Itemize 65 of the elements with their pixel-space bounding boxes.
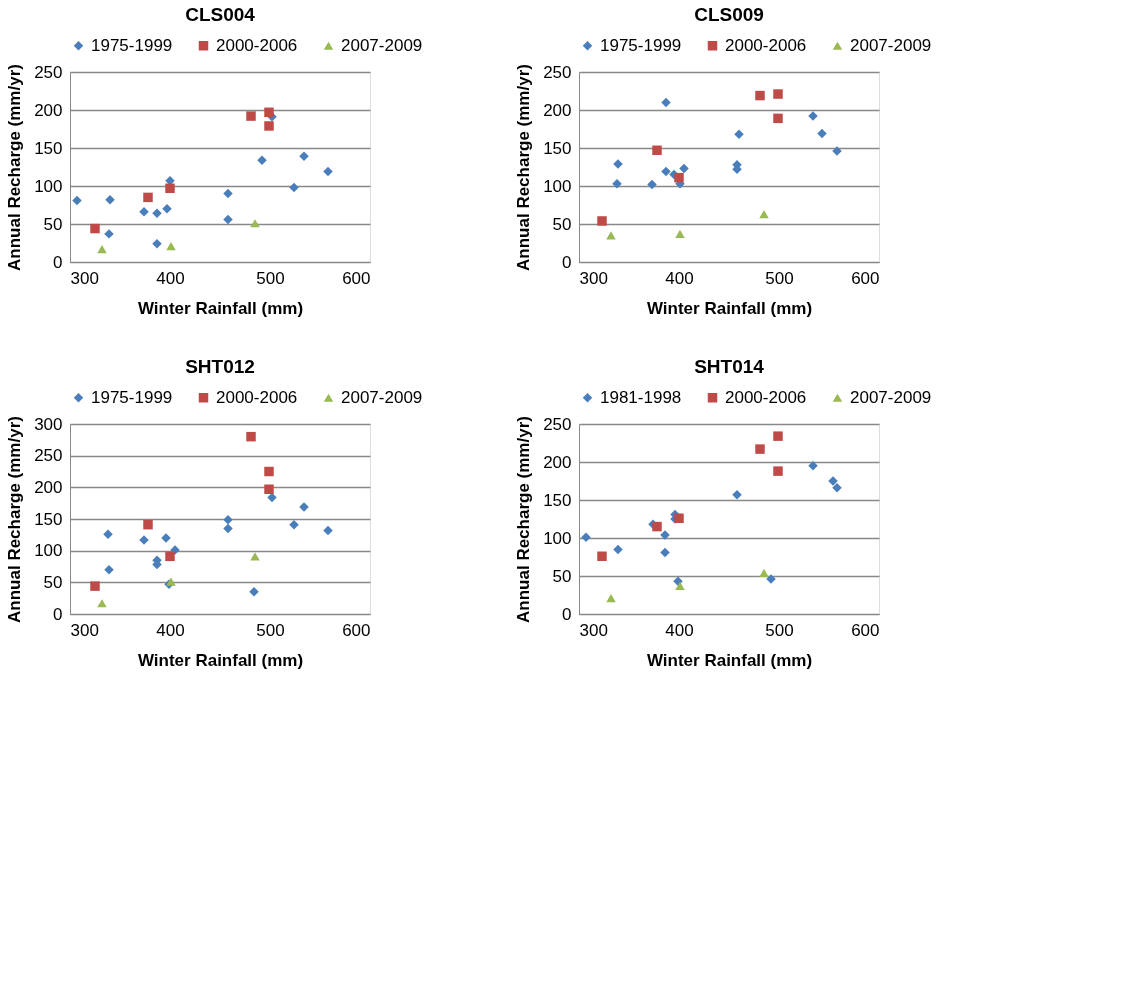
legend-label: 2007-2009 — [341, 35, 423, 55]
x-tick-label: 500 — [256, 620, 285, 640]
x-tick-label: 600 — [342, 268, 371, 288]
x-tick-label: 600 — [851, 268, 880, 288]
legend-label: 1981-1998 — [600, 387, 682, 407]
x-axis-title: Winter Rainfall (mm) — [137, 298, 304, 318]
x-tick-label: 600 — [342, 620, 371, 640]
legend-label: 1975-1999 — [91, 387, 173, 407]
y-tick-label: 100 — [543, 528, 572, 548]
y-axis-title: Annual Recharge (mm/yr) — [514, 416, 534, 623]
y-tick-label: 150 — [34, 509, 63, 529]
legend-label: 2000-2006 — [216, 35, 298, 55]
legend-label: 2000-2006 — [725, 35, 807, 55]
x-tick-label: 400 — [156, 268, 185, 288]
legend-label: 2007-2009 — [850, 387, 932, 407]
x-tick-label: 400 — [665, 268, 694, 288]
y-tick-label: 50 — [43, 214, 63, 234]
y-tick-label: 250 — [543, 62, 572, 82]
y-tick-label: 50 — [552, 566, 572, 586]
y-tick-label: 200 — [543, 100, 572, 120]
x-axis-title: Winter Rainfall (mm) — [137, 650, 304, 670]
y-axis-title: Annual Recharge (mm/yr) — [514, 64, 534, 271]
legend-label: 2007-2009 — [850, 35, 932, 55]
y-tick-label: 100 — [34, 176, 63, 196]
y-tick-label: 100 — [34, 541, 63, 561]
chart-title: CLS004 — [185, 4, 256, 25]
legend-label: 2000-2006 — [725, 387, 807, 407]
y-tick-label: 200 — [543, 452, 572, 472]
y-tick-label: 250 — [34, 62, 63, 82]
x-tick-label: 500 — [765, 268, 794, 288]
legend-label: 2007-2009 — [341, 387, 423, 407]
chart-title: SHT014 — [694, 356, 765, 377]
y-tick-label: 0 — [562, 604, 572, 624]
y-axis-title: Annual Recharge (mm/yr) — [5, 64, 25, 271]
y-tick-label: 250 — [543, 414, 572, 434]
x-axis-title: Winter Rainfall (mm) — [646, 298, 813, 318]
y-tick-label: 150 — [543, 138, 572, 158]
y-tick-label: 150 — [34, 138, 63, 158]
x-tick-label: 300 — [579, 620, 608, 640]
legend-label: 2000-2006 — [216, 387, 298, 407]
legend-label: 1975-1999 — [600, 35, 682, 55]
x-tick-label: 300 — [70, 620, 99, 640]
y-tick-label: 0 — [53, 604, 63, 624]
x-tick-label: 500 — [256, 268, 285, 288]
x-tick-label: 400 — [665, 620, 694, 640]
x-tick-label: 300 — [579, 268, 608, 288]
y-tick-label: 250 — [34, 446, 63, 466]
x-tick-label: 500 — [765, 620, 794, 640]
y-tick-label: 150 — [543, 490, 572, 510]
chart-title: CLS009 — [694, 4, 764, 25]
y-tick-label: 0 — [562, 252, 572, 272]
y-axis-title: Annual Recharge (mm/yr) — [5, 416, 25, 623]
y-tick-label: 100 — [543, 176, 572, 196]
legend-label: 1975-1999 — [91, 35, 173, 55]
y-tick-label: 0 — [53, 252, 63, 272]
y-tick-label: 50 — [43, 572, 63, 592]
x-tick-label: 600 — [851, 620, 880, 640]
y-tick-label: 200 — [34, 477, 63, 497]
y-tick-label: 200 — [34, 100, 63, 120]
x-tick-label: 300 — [70, 268, 99, 288]
y-tick-label: 300 — [34, 414, 63, 434]
x-axis-title: Winter Rainfall (mm) — [646, 650, 813, 670]
chart-title: SHT012 — [185, 356, 255, 377]
y-tick-label: 50 — [552, 214, 572, 234]
x-tick-label: 400 — [156, 620, 185, 640]
